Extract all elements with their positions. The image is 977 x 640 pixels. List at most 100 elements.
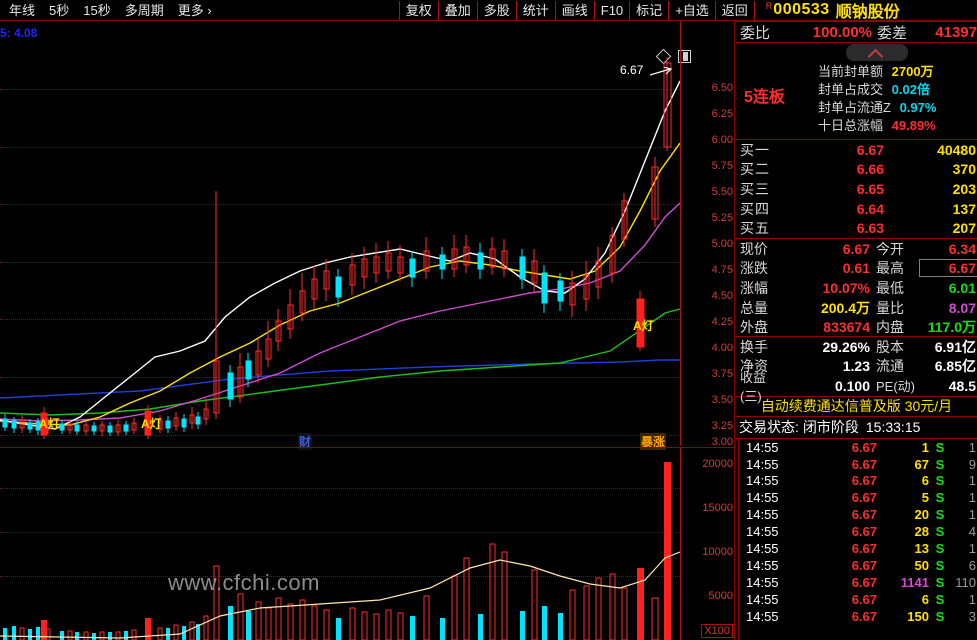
button-huaxian[interactable]: 画线 <box>554 0 595 20</box>
tick-side: S <box>935 574 945 590</box>
tick-side: S <box>935 557 945 573</box>
button-f10[interactable]: F10 <box>593 0 631 20</box>
price-tick: 3.25 <box>711 420 733 432</box>
gridline <box>0 204 680 205</box>
volume-chart-pane[interactable]: 20000 15000 10000 5000 X100 www.cfchi.co… <box>0 447 735 640</box>
button-biaoji[interactable]: 标记 <box>629 0 670 20</box>
bid-price: 6.66 <box>856 161 884 178</box>
gridline <box>0 435 680 436</box>
marker-a-deng-3[interactable]: A灯 <box>633 319 654 333</box>
tick-qty: 150 <box>907 608 929 624</box>
price-tick: 3.50 <box>711 394 733 406</box>
tick-side: S <box>935 490 945 506</box>
tick-extra: 1 <box>968 490 976 506</box>
bid-row[interactable]: 买二 6.66 370 <box>736 160 977 180</box>
volume-tick: 15000 <box>702 502 733 514</box>
toolbar-item-multi-period[interactable]: 多周期 <box>124 2 164 18</box>
button-fuquan[interactable]: 复权 <box>398 0 439 20</box>
bid-label: 买二 <box>740 161 770 178</box>
panel-toggle-icon[interactable] <box>678 50 691 63</box>
tick-side: S <box>935 524 945 540</box>
stat-label-right: 量比 <box>876 299 904 316</box>
subscription-ad-banner[interactable]: 自动续费通达信普及版 30元/月 <box>736 395 977 417</box>
price-tick: 4.25 <box>711 316 733 328</box>
toolbar-item-15s[interactable]: 15秒 <box>83 2 111 18</box>
price-chart-pane[interactable]: 5: 4.08 <box>0 21 735 450</box>
tick-list[interactable]: 14:55 6.67 1 S 1 14:55 6.67 67 S 9 14:55… <box>738 438 977 640</box>
chart-area[interactable]: 5: 4.08 <box>0 21 735 640</box>
toolbar-item-year[interactable]: 年线 <box>9 2 36 18</box>
r-flag-icon: R <box>765 1 773 11</box>
stat-value-left: 0.61 <box>842 260 870 277</box>
stat-value-left: 6.67 <box>842 240 870 257</box>
button-tongji[interactable]: 统计 <box>515 0 556 20</box>
fengdan-value: 49.89% <box>891 118 936 133</box>
tick-row: 14:55 6.67 50 S 6 <box>739 557 977 574</box>
marker-baozhang[interactable]: 暴涨 <box>640 433 667 450</box>
tick-qty: 67 <box>914 456 929 472</box>
volume-tick: 20000 <box>702 458 733 470</box>
tick-extra: 110 <box>955 574 976 590</box>
price-tick: 5.75 <box>711 160 733 172</box>
bid-label: 买三 <box>740 180 770 197</box>
volume-unit-label: X100 <box>701 624 733 638</box>
bid-qty: 370 <box>952 161 976 178</box>
tick-qty: 1141 <box>900 574 929 590</box>
stat-label-left: 涨幅 <box>740 279 768 296</box>
tick-qty: 20 <box>914 507 929 523</box>
tick-side: S <box>935 473 945 489</box>
bid-qty: 207 <box>952 220 976 237</box>
fengdan-label: 封单占流通Z <box>818 100 891 115</box>
stat-row: 外盘 833674 内盘 117.0万 <box>736 317 977 337</box>
tick-time: 14:55 <box>746 524 779 540</box>
gridline <box>0 488 680 489</box>
button-return[interactable]: 返回 <box>714 0 755 20</box>
tick-price: 6.67 <box>851 490 877 506</box>
bid-row[interactable]: 买一 6.67 40480 <box>736 140 977 160</box>
tick-row: 14:55 6.67 1 S 1 <box>739 439 977 456</box>
candlestick-svg <box>0 57 680 439</box>
stat-value-right: 8.07 <box>948 299 976 316</box>
marker-cai[interactable]: 财 <box>298 433 313 450</box>
tick-time: 14:55 <box>746 608 779 624</box>
toolbar-item-5s[interactable]: 5秒 <box>49 2 70 18</box>
tick-qty: 6 <box>921 591 929 607</box>
marker-a-deng-1[interactable]: A灯 <box>39 417 60 431</box>
stat-value-left: 833674 <box>823 318 870 335</box>
button-diejia[interactable]: 叠加 <box>437 0 478 20</box>
fengdan-label: 当前封单额 <box>818 64 884 79</box>
stat-label-right: 内盘 <box>876 318 904 335</box>
price-tick: 3.75 <box>711 368 733 380</box>
bid-row[interactable]: 买五 6.63 207 <box>736 218 977 238</box>
tick-qty: 13 <box>914 541 929 556</box>
tick-row: 14:55 6.67 13 S 1 <box>739 540 977 557</box>
button-duogu[interactable]: 多股 <box>476 0 517 20</box>
tick-price: 6.67 <box>851 507 877 523</box>
price-tick: 4.00 <box>711 342 733 354</box>
button-add-watchlist[interactable]: +自选 <box>668 0 716 20</box>
toolbar-buttons: 复权 叠加 多股 统计 画线 F10 标记 +自选 返回 <box>398 0 755 21</box>
price-tick: 4.50 <box>711 290 733 302</box>
bid-price: 6.64 <box>856 200 884 217</box>
tick-row: 14:55 6.67 67 S 9 <box>739 456 977 473</box>
stat-label-left: 现价 <box>740 240 768 257</box>
tick-extra: 1 <box>968 439 976 455</box>
toolbar-item-more[interactable]: 更多 › <box>177 2 212 18</box>
stat-label-left: 外盘 <box>740 318 768 335</box>
price-tick: 6.00 <box>711 134 733 146</box>
marker-a-deng-2[interactable]: A灯 <box>141 417 162 431</box>
tick-side: S <box>935 608 945 624</box>
bid-row[interactable]: 买四 6.64 137 <box>736 199 977 219</box>
volume-svg <box>0 462 680 640</box>
gridline <box>0 147 680 148</box>
price-axis: 6.50 6.25 6.00 5.75 5.50 5.25 5.00 4.75 … <box>680 21 735 446</box>
tick-extra: 6 <box>968 557 976 573</box>
bid-row[interactable]: 买三 6.65 203 <box>736 179 977 199</box>
tick-price: 6.67 <box>851 456 877 472</box>
volume-axis: 20000 15000 10000 5000 X100 <box>680 448 735 640</box>
stat-row: 净资 1.23 流通 6.85亿 <box>736 357 977 377</box>
collapse-toggle[interactable] <box>846 44 908 61</box>
fengdan-value: 2700万 <box>891 64 934 79</box>
tick-price: 6.67 <box>851 473 877 489</box>
price-tick: 5.50 <box>711 186 733 198</box>
